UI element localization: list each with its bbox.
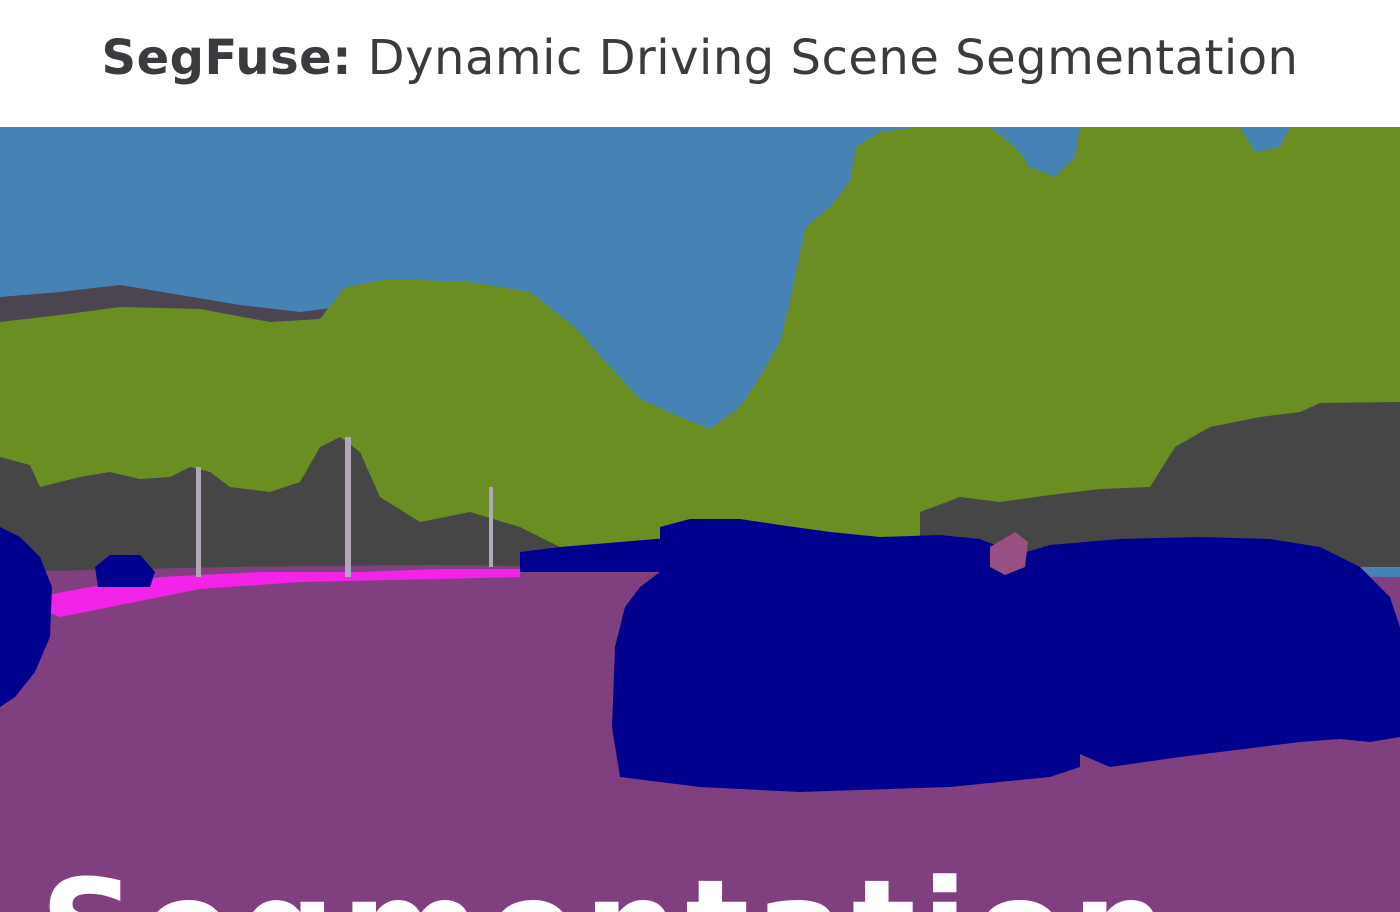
pole-2 <box>196 467 201 577</box>
segmentation-map <box>0 127 1400 912</box>
page-title: SegFuse: Dynamic Driving Scene Segmentat… <box>102 30 1299 86</box>
title-rest: Dynamic Driving Scene Segmentation <box>351 29 1299 86</box>
car-right <box>1010 537 1400 767</box>
sky-pocket-2 <box>1240 127 1290 152</box>
car-center <box>612 519 1080 792</box>
header: SegFuse: Dynamic Driving Scene Segmentat… <box>0 0 1400 127</box>
building-left <box>0 437 600 572</box>
segmentation-label: Segmentation <box>40 862 1173 912</box>
segmentation-scene: Segmentation <box>0 127 1400 912</box>
car-distant <box>520 537 700 572</box>
pole-1 <box>345 437 351 577</box>
car-left <box>0 527 52 707</box>
sidewalk-region <box>48 569 520 617</box>
building-right <box>1150 402 1400 567</box>
car-small <box>95 555 155 587</box>
terrain-bit <box>990 532 1028 575</box>
sky-pocket <box>990 127 1080 177</box>
pole-3 <box>489 487 493 567</box>
title-bold: SegFuse: <box>101 29 352 86</box>
